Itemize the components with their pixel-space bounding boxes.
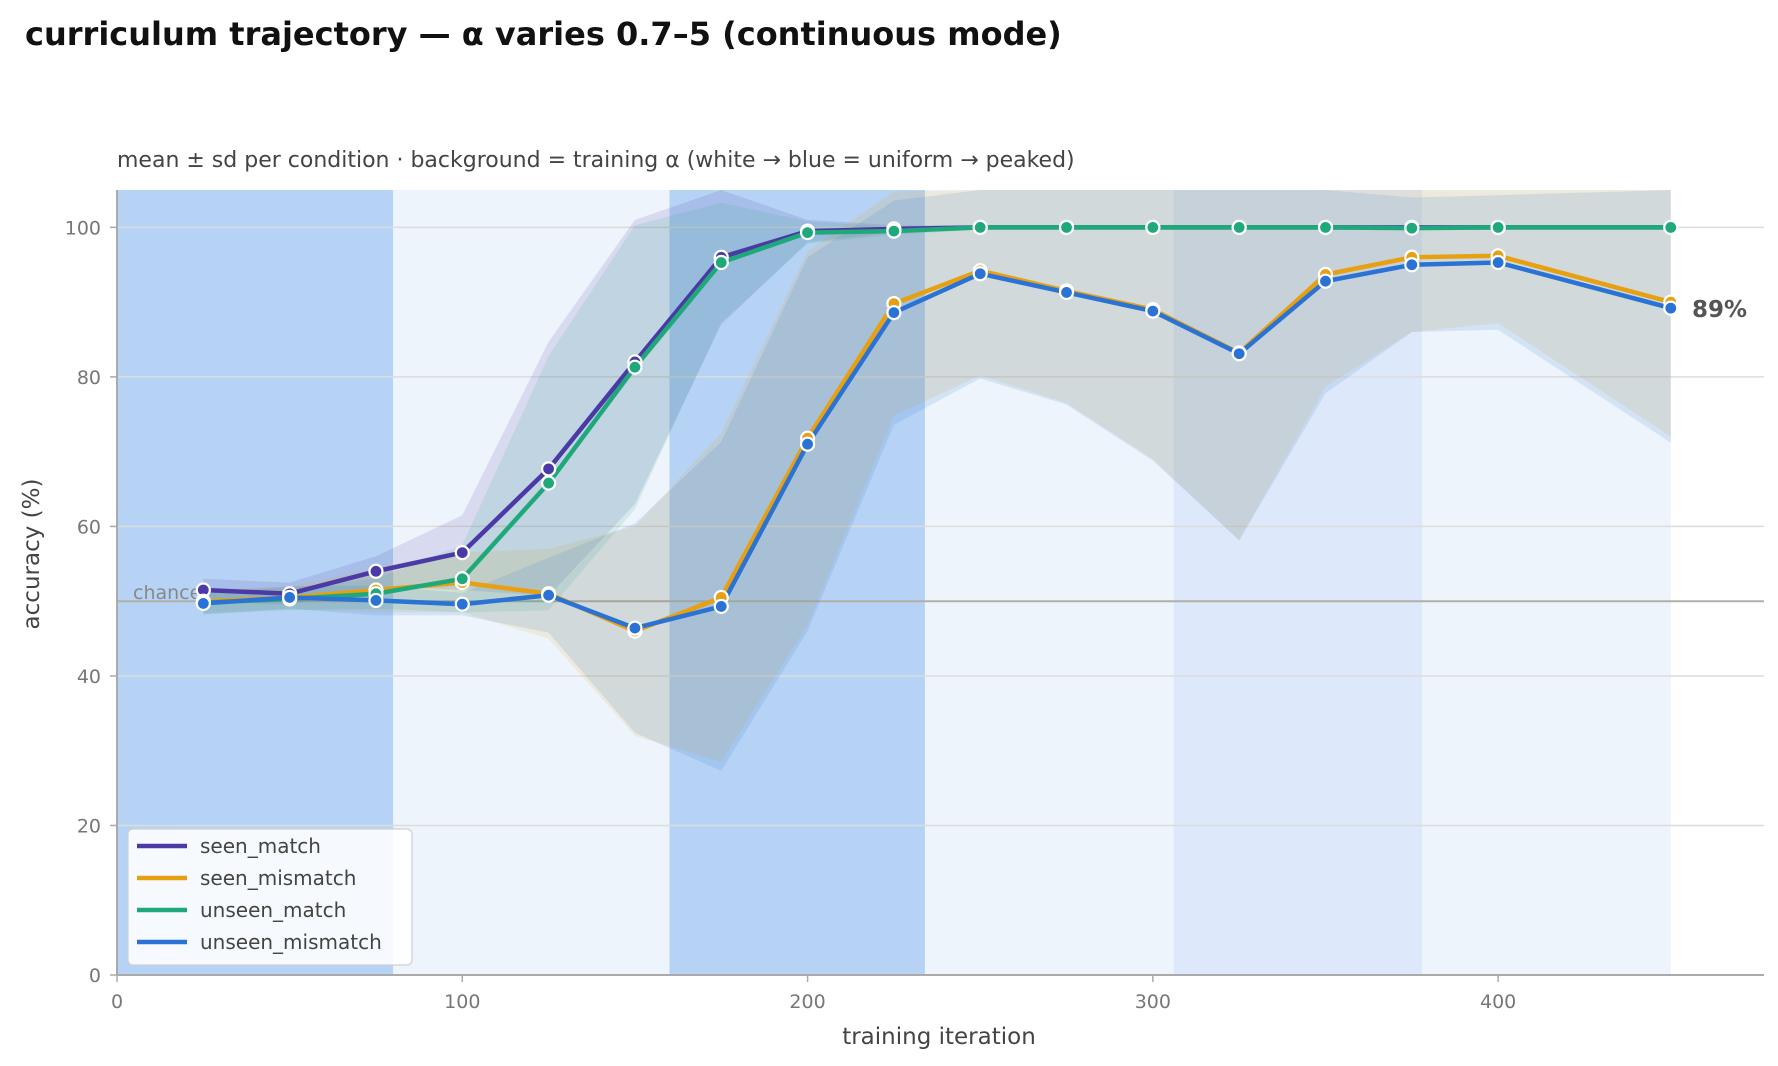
- sd-band-unseen_mismatch: [203, 190, 1671, 771]
- legend-label-seen_mismatch: seen_mismatch: [200, 866, 356, 890]
- data-point-unseen_mismatch: [886, 305, 902, 321]
- legend-label-unseen_mismatch: unseen_mismatch: [200, 930, 382, 954]
- chart-subtitle: mean ± sd per condition · background = t…: [117, 148, 1075, 173]
- data-point-unseen_match: [1145, 219, 1161, 235]
- x-axis-label: training iteration: [842, 1024, 1036, 1050]
- axes: [116, 190, 1764, 976]
- sd-band-unseen_match: [203, 202, 1671, 614]
- data-point-unseen_match: [886, 223, 902, 239]
- data-point-unseen_match: [1058, 219, 1075, 235]
- data-point-unseen_match: [1490, 219, 1506, 235]
- data-point-unseen_mismatch: [541, 587, 557, 603]
- legend-label-unseen_match: unseen_match: [200, 898, 346, 922]
- series-points: [195, 219, 1679, 639]
- data-point-unseen_mismatch: [368, 592, 384, 609]
- y-tick-label: 80: [77, 367, 101, 389]
- y-tick-label: 60: [77, 516, 101, 538]
- data-point-unseen_match: [972, 219, 988, 235]
- data-point-unseen_match: [1231, 219, 1247, 235]
- background-band: [1422, 190, 1671, 975]
- y-axis-label: accuracy (%): [19, 479, 45, 630]
- data-point-unseen_mismatch: [454, 596, 470, 612]
- data-point-unseen_mismatch: [1663, 300, 1679, 316]
- data-point-unseen_mismatch: [713, 598, 729, 615]
- background-bands: [117, 190, 1671, 975]
- y-tick-label: 40: [77, 666, 101, 688]
- data-point-unseen_match: [713, 254, 729, 271]
- data-point-unseen_mismatch: [1231, 346, 1247, 362]
- y-tick-label: 100: [65, 217, 101, 239]
- y-tick-label: 20: [77, 815, 101, 837]
- data-point-seen_match: [454, 544, 470, 561]
- data-point-unseen_match: [541, 475, 557, 491]
- chart-title: curriculum trajectory — α varies 0.7–5 (…: [25, 15, 1062, 53]
- sd-areas: [203, 190, 1671, 771]
- x-tick-label: 400: [1480, 991, 1516, 1013]
- data-point-unseen_mismatch: [1145, 303, 1161, 319]
- y-tick-label: 0: [89, 965, 101, 987]
- data-point-unseen_mismatch: [1490, 254, 1506, 271]
- data-point-unseen_match: [627, 359, 643, 375]
- data-point-unseen_match: [454, 571, 470, 587]
- data-point-unseen_match: [1663, 219, 1679, 235]
- background-band: [1173, 190, 1423, 975]
- data-point-seen_match: [368, 563, 384, 579]
- end-value-label: 89%: [1692, 297, 1747, 323]
- data-point-unseen_mismatch: [972, 266, 988, 282]
- data-point-unseen_match: [1404, 220, 1420, 236]
- x-tick-label: 200: [789, 991, 825, 1013]
- legend-label-seen_match: seen_match: [200, 834, 321, 858]
- sd-band-seen_mismatch: [203, 190, 1671, 762]
- legend: seen_match seen_mismatch unseen_matchunsee…: [127, 828, 413, 966]
- data-point-unseen_mismatch: [1404, 257, 1420, 273]
- data-point-unseen_mismatch: [1058, 284, 1075, 301]
- data-point-unseen_match: [1317, 219, 1334, 235]
- data-point-unseen_match: [799, 225, 816, 241]
- data-point-unseen_mismatch: [627, 620, 643, 636]
- data-point-unseen_mismatch: [282, 589, 298, 606]
- data-point-unseen_mismatch: [1317, 273, 1334, 289]
- data-point-unseen_mismatch: [799, 436, 816, 452]
- data-point-seen_match: [541, 461, 557, 477]
- sd-band-seen_match: [203, 190, 1671, 605]
- data-point-unseen_mismatch: [195, 595, 211, 612]
- legend-box: [127, 828, 413, 966]
- x-tick-label: 100: [444, 991, 480, 1013]
- background-band: [924, 190, 1174, 975]
- chance-label: chance: [133, 582, 201, 604]
- tick-labels: 0 100 200 300 400 0 20 40 60 80 100: [65, 217, 1517, 1013]
- x-tick-label: 0: [111, 991, 123, 1013]
- x-tick-label: 300: [1135, 991, 1171, 1013]
